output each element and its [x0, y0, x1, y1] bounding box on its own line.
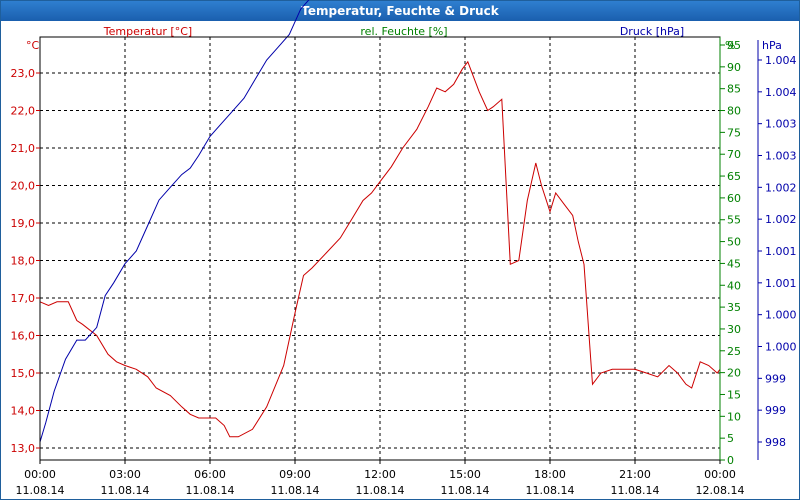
humidity-tick-label: 0 [727, 454, 734, 467]
humidity-tick-label: 35 [727, 301, 741, 314]
temp-tick-label: 23,0 [11, 67, 36, 80]
x-tick-date: 11.08.14 [611, 484, 660, 497]
pressure-tick-label: 1.004 [765, 86, 797, 99]
temp-tick-label: 17,0 [11, 292, 36, 305]
humidity-tick-label: 90 [727, 61, 741, 74]
humidity-tick-label: 40 [727, 279, 741, 292]
x-tick-date: 11.08.14 [16, 484, 65, 497]
humidity-tick-label: 10 [727, 410, 741, 423]
x-tick-date: 11.08.14 [271, 484, 320, 497]
humidity-tick-label: 60 [727, 192, 741, 205]
temp-tick-label: 19,0 [11, 217, 36, 230]
x-tick-time: 12:00 [364, 468, 396, 481]
x-tick-time: 18:00 [534, 468, 566, 481]
humidity-unit-label: % [725, 39, 735, 52]
legend-humidity: rel. Feuchte [%] [360, 25, 447, 38]
pressure-series-line [39, 0, 310, 443]
pressure-tick-label: 998 [765, 436, 786, 449]
temp-tick-label: 20,0 [11, 180, 36, 193]
humidity-tick-label: 85 [727, 83, 741, 96]
x-tick-date: 11.08.14 [441, 484, 490, 497]
pressure-tick-label: 1.000 [765, 341, 797, 354]
x-tick-date: 11.08.14 [186, 484, 235, 497]
x-tick-time: 00:00 [24, 468, 56, 481]
x-tick-time: 03:00 [109, 468, 141, 481]
pressure-tick-label: 999 [765, 404, 786, 417]
humidity-tick-label: 45 [727, 257, 741, 270]
chart-labels: 13,0 14,0 15,0 16,0 17,0 18,0 19,0 20,0 21,0 22,0… [11, 25, 797, 497]
temp-tick-label: 16,0 [11, 330, 36, 343]
humidity-tick-label: 5 [727, 432, 734, 445]
x-tick-date: 12.08.14 [696, 484, 745, 497]
temp-tick-label: 18,0 [11, 255, 36, 268]
window-title: Temperatur, Feuchte & Druck [1, 1, 799, 21]
x-tick-date: 11.08.14 [526, 484, 575, 497]
pressure-tick-label: 1.001 [765, 277, 797, 290]
humidity-tick-label: 65 [727, 170, 741, 183]
x-tick-date: 11.08.14 [101, 484, 150, 497]
legend-temperature: Temperatur [°C] [103, 25, 192, 38]
x-tick-time: 09:00 [279, 468, 311, 481]
x-tick-time: 21:00 [619, 468, 651, 481]
temperature-series-line [39, 60, 721, 438]
humidity-tick-label: 50 [727, 236, 741, 249]
temp-tick-label: 15,0 [11, 367, 36, 380]
chart-series [39, 0, 721, 443]
x-tick-time: 00:00 [704, 468, 736, 481]
temp-tick-label: 21,0 [11, 142, 36, 155]
pressure-tick-label: 1.002 [765, 181, 797, 194]
humidity-tick-label: 30 [727, 323, 741, 336]
temp-unit-label: °C [26, 39, 40, 52]
humidity-tick-label: 20 [727, 367, 741, 380]
pressure-tick-label: 1.003 [765, 118, 797, 131]
pressure-tick-label: 1.004 [765, 54, 797, 67]
humidity-tick-label: 75 [727, 126, 741, 139]
pressure-tick-label: 1.002 [765, 213, 797, 226]
pressure-tick-label: 999 [765, 372, 786, 385]
pressure-tick-label: 1.003 [765, 150, 797, 163]
humidity-tick-label: 15 [727, 388, 741, 401]
pressure-unit-label: hPa [762, 39, 782, 52]
humidity-tick-label: 80 [727, 105, 741, 118]
temp-tick-label: 13,0 [11, 442, 36, 455]
chart-axes [36, 36, 762, 464]
humidity-tick-label: 70 [727, 148, 741, 161]
x-tick-date: 11.08.14 [356, 484, 405, 497]
legend-pressure: Druck [hPa] [620, 25, 684, 38]
x-tick-time: 06:00 [194, 468, 226, 481]
humidity-tick-label: 25 [727, 345, 741, 358]
temp-tick-label: 22,0 [11, 105, 36, 118]
chart-grid [40, 37, 720, 460]
x-tick-time: 15:00 [449, 468, 481, 481]
pressure-tick-label: 1.001 [765, 245, 797, 258]
temp-tick-label: 14,0 [11, 405, 36, 418]
pressure-tick-label: 1.000 [765, 309, 797, 322]
humidity-tick-label: 55 [727, 214, 741, 227]
humidity-tick-label: 95 [727, 39, 741, 52]
